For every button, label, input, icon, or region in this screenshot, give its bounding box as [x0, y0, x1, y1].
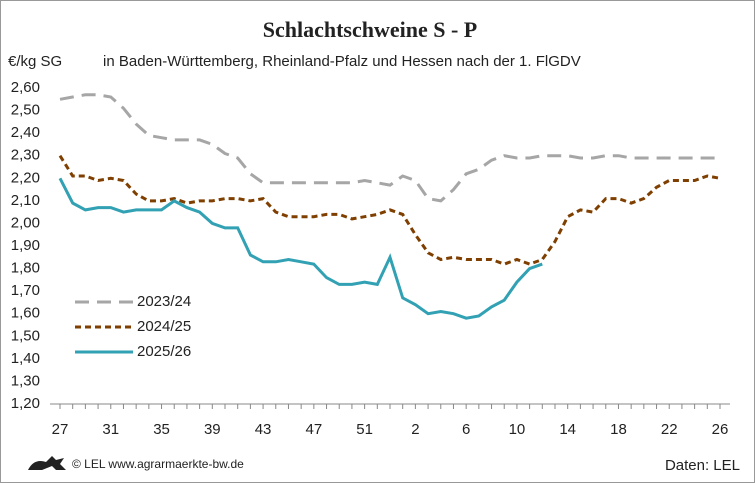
y-tick-label: 1,90 [11, 237, 40, 254]
y-tick-label: 2,50 [11, 102, 40, 119]
x-tick-label: 51 [356, 421, 373, 438]
x-tick-label: 35 [153, 421, 170, 438]
y-tick-label: 2,10 [11, 192, 40, 209]
y-tick-label: 1,20 [11, 395, 40, 412]
x-tick-label: 43 [255, 421, 272, 438]
x-tick-label: 14 [559, 421, 576, 438]
x-tick-label: 6 [462, 421, 470, 438]
source-left: © LEL www.agrarmaerkte-bw.de [72, 457, 244, 471]
y-tick-label: 1,70 [11, 282, 40, 299]
y-tick-label: 1,30 [11, 372, 40, 389]
series-line [58, 177, 543, 320]
y-tick-label: 2,00 [11, 214, 40, 231]
series-line [59, 93, 720, 203]
y-tick-label: 2,60 [11, 79, 40, 96]
x-tick-label: 18 [610, 421, 627, 438]
legend-label: 2023/24 [137, 293, 191, 310]
x-tick-label: 2 [411, 421, 419, 438]
y-tick-label: 2,40 [11, 124, 40, 141]
x-tick-label: 27 [52, 421, 69, 438]
y-tick-label: 1,40 [11, 350, 40, 367]
x-tick-label: 22 [661, 421, 678, 438]
x-tick-label: 31 [102, 421, 119, 438]
x-tick-label: 10 [509, 421, 526, 438]
chart-title: Schlachtschweine S - P [263, 17, 478, 42]
legend-label: 2025/26 [137, 343, 191, 360]
y-tick-label: 1,80 [11, 260, 40, 277]
legend-label: 2024/25 [137, 318, 191, 335]
x-tick-label: 26 [712, 421, 729, 438]
chart-subtitle: in Baden-Württemberg, Rheinland-Pfalz un… [103, 53, 581, 70]
source-right: Daten: LEL [665, 457, 740, 474]
x-tick-label: 47 [306, 421, 323, 438]
series-line [58, 154, 721, 266]
x-tick-label: 39 [204, 421, 221, 438]
y-tick-label: 1,50 [11, 327, 40, 344]
y-tick-label: 1,60 [11, 305, 40, 322]
y-tick-label: 2,30 [11, 147, 40, 164]
y-axis-label: €/kg SG [8, 53, 62, 70]
logo [28, 456, 66, 470]
y-tick-label: 2,20 [11, 169, 40, 186]
